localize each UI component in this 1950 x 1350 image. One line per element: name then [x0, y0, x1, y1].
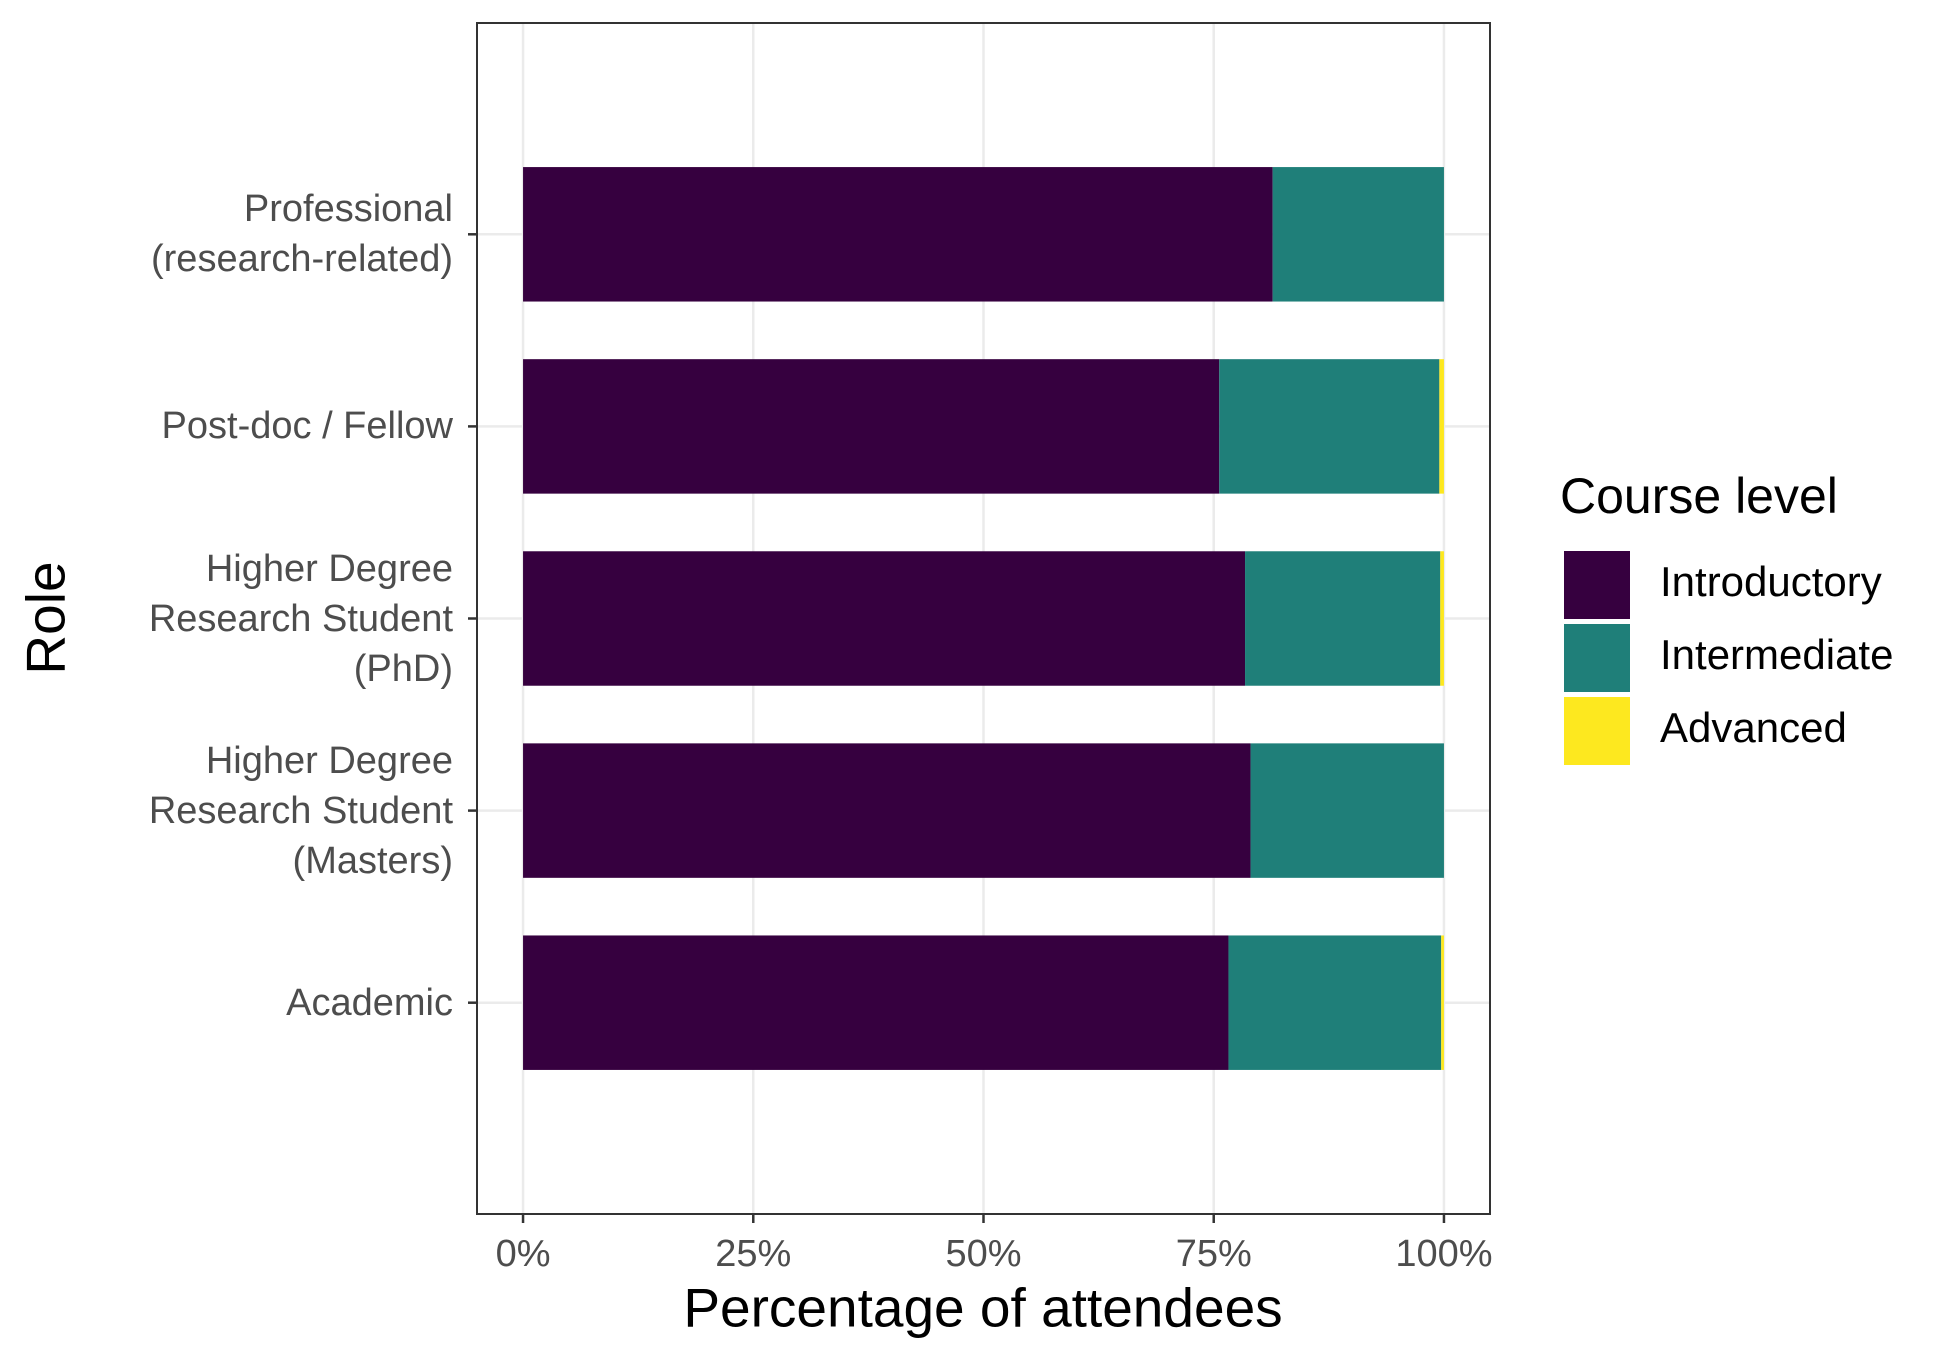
- bar-segment: [523, 167, 1273, 302]
- y-tick-label: Post-doc / Fellow: [161, 405, 453, 448]
- legend-title: Course level: [1560, 468, 1838, 524]
- x-tick-label: 100%: [1395, 1233, 1492, 1275]
- legend-label: Intermediate: [1660, 631, 1893, 678]
- bar-segment: [523, 359, 1220, 494]
- x-tick-label: 75%: [1176, 1233, 1252, 1275]
- x-axis-title: Percentage of attendees: [683, 1277, 1282, 1339]
- x-tick-label: 0%: [496, 1233, 551, 1275]
- bar-segment: [1250, 743, 1444, 878]
- legend-key: [1564, 624, 1630, 692]
- bar-segment: [1272, 167, 1444, 302]
- y-tick-label: Higher Degree Research Student (PhD): [148, 547, 453, 690]
- bar-segment: [1219, 359, 1440, 494]
- x-tick-label: 50%: [945, 1233, 1021, 1275]
- bar-segment: [1245, 551, 1441, 686]
- bar-segment: [1439, 359, 1444, 494]
- legend-key: [1564, 551, 1630, 619]
- plot-area: [477, 23, 1490, 1214]
- bar-segment: [1228, 935, 1442, 1070]
- legend-label: Introductory: [1660, 558, 1882, 605]
- bar-segment: [523, 935, 1229, 1070]
- y-tick-label: Higher Degree Research Student (Masters): [148, 739, 453, 882]
- y-tick-label: Professional (research-related): [151, 188, 453, 281]
- y-axis-title: Role: [15, 561, 77, 674]
- bar-segment: [1441, 935, 1444, 1070]
- bar-segment: [523, 551, 1246, 686]
- bar-segment: [523, 743, 1251, 878]
- y-tick-label: Academic: [286, 981, 453, 1024]
- legend-label: Advanced: [1660, 704, 1847, 751]
- legend-key: [1564, 697, 1630, 765]
- bar-segment: [1440, 551, 1444, 686]
- x-tick-label: 25%: [715, 1233, 791, 1275]
